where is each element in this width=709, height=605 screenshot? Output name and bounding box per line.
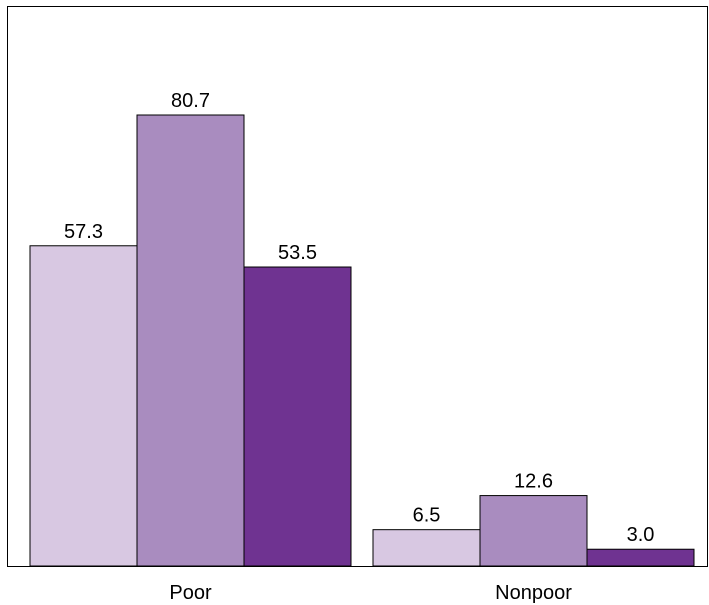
category-label-nonpoor: Nonpoor: [495, 582, 572, 604]
value-label-nonpoor-series-2: 12.6: [514, 471, 553, 493]
value-label-poor-series-3: 53.5: [278, 242, 317, 264]
bar-poor-series-3: [243, 266, 352, 567]
value-label-poor-series-2: 80.7: [171, 90, 210, 112]
value-label-nonpoor-series-3: 3.0: [627, 524, 655, 546]
bar-nonpoor-series-1: [372, 529, 481, 567]
bar-nonpoor-series-2: [479, 495, 588, 567]
bar-poor-series-1: [29, 245, 138, 567]
bar-poor-series-2: [136, 114, 245, 567]
value-label-nonpoor-series-1: 6.5: [413, 505, 441, 527]
plot-frame: [7, 6, 708, 567]
bar-nonpoor-series-3: [586, 548, 695, 567]
category-label-poor: Poor: [169, 582, 212, 604]
value-label-poor-series-1: 57.3: [64, 221, 103, 243]
